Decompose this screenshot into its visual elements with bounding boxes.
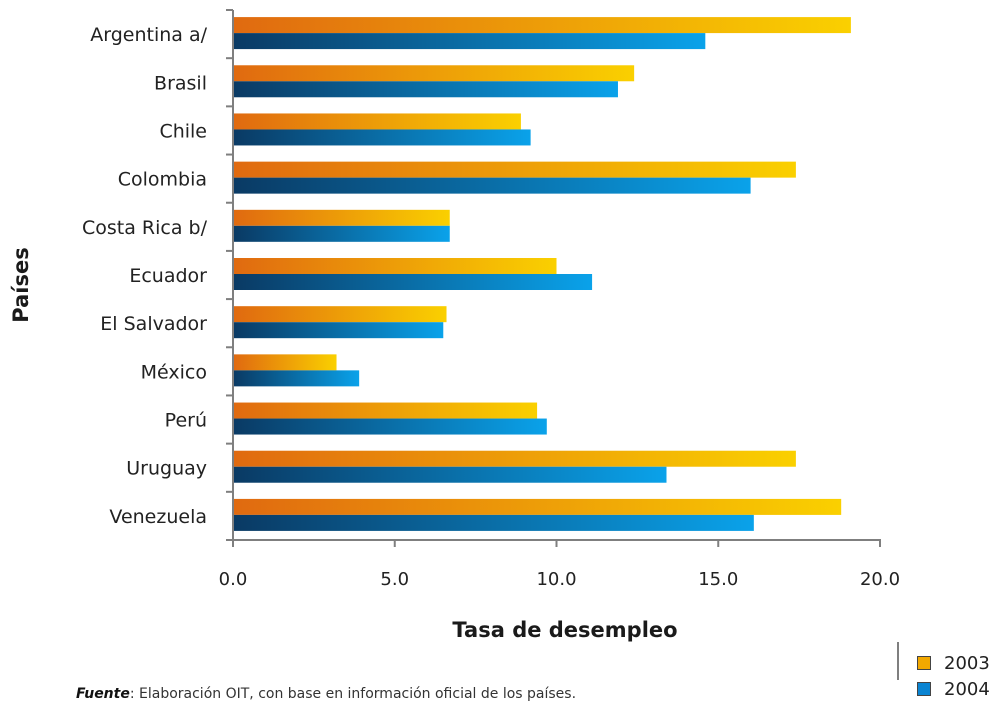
- legend-item-2003: 2003: [917, 650, 990, 676]
- category-label: Argentina a/: [90, 24, 207, 46]
- bar-2003: [234, 209, 450, 226]
- source-label: Fuente: [76, 686, 130, 702]
- x-axis-title: Tasa de desempleo: [452, 618, 677, 642]
- bar-2003: [234, 113, 521, 130]
- legend-label-2004: 2004: [944, 678, 990, 700]
- category-label: Colombia: [118, 169, 207, 191]
- bar-2003: [234, 258, 557, 274]
- legend-label-2003: 2003: [944, 652, 990, 674]
- category-label: México: [141, 361, 207, 383]
- bar-2004: [234, 418, 547, 435]
- x-tick-label: 20.0: [860, 569, 900, 590]
- legend-swatch-2004: [917, 682, 931, 696]
- source-text: : Elaboración OIT, con base en informaci…: [129, 686, 577, 702]
- bar-2004: [234, 370, 360, 387]
- bar-2003: [234, 65, 635, 82]
- labels-group: Argentina a/Brasil Chile Colombia Costa Ric…: [82, 24, 900, 590]
- bar-2003: [234, 161, 796, 178]
- x-tick-label: 10.0: [536, 569, 576, 590]
- y-axis-title: Países: [9, 247, 33, 322]
- category-label: Perú: [165, 410, 207, 432]
- bar-2003: [234, 402, 538, 419]
- category-label: Chile: [159, 120, 207, 142]
- category-label: Venezuela: [109, 506, 207, 528]
- legend-swatch-2003: [917, 656, 931, 670]
- category-label: El Salvador: [100, 313, 207, 335]
- axes-group: [226, 9, 881, 547]
- bar-2004: [234, 33, 706, 50]
- bars-group: [234, 17, 851, 531]
- bar-2004: [234, 129, 531, 146]
- legend-divider: [897, 642, 899, 680]
- bar-2003: [234, 450, 796, 467]
- category-label: Ecuador: [129, 265, 207, 287]
- legend-item-2004: 2004: [917, 676, 990, 702]
- legend: 2003 2004: [897, 642, 1000, 711]
- bar-2004: [234, 81, 618, 98]
- category-label: Costa Rica b/: [82, 217, 208, 239]
- category-label: Uruguay: [126, 458, 207, 480]
- bar-2004: [234, 466, 667, 483]
- bar-2003: [234, 17, 851, 34]
- x-tick-label: 0.0: [219, 569, 248, 590]
- category-label: Brasil: [154, 72, 207, 94]
- source-note: Fuente: Elaboración OIT, con base en inf…: [76, 686, 576, 702]
- x-tick-label: 15.0: [698, 569, 738, 590]
- bar-2004: [234, 225, 450, 242]
- bar-2004: [234, 274, 593, 290]
- bar-2003: [234, 354, 337, 371]
- bar-2004: [234, 177, 751, 194]
- bar-2003: [234, 306, 447, 323]
- bar-2004: [234, 322, 444, 339]
- x-tick-label: 5.0: [380, 569, 409, 590]
- bar-2004: [234, 514, 754, 531]
- bar-2003: [234, 498, 842, 515]
